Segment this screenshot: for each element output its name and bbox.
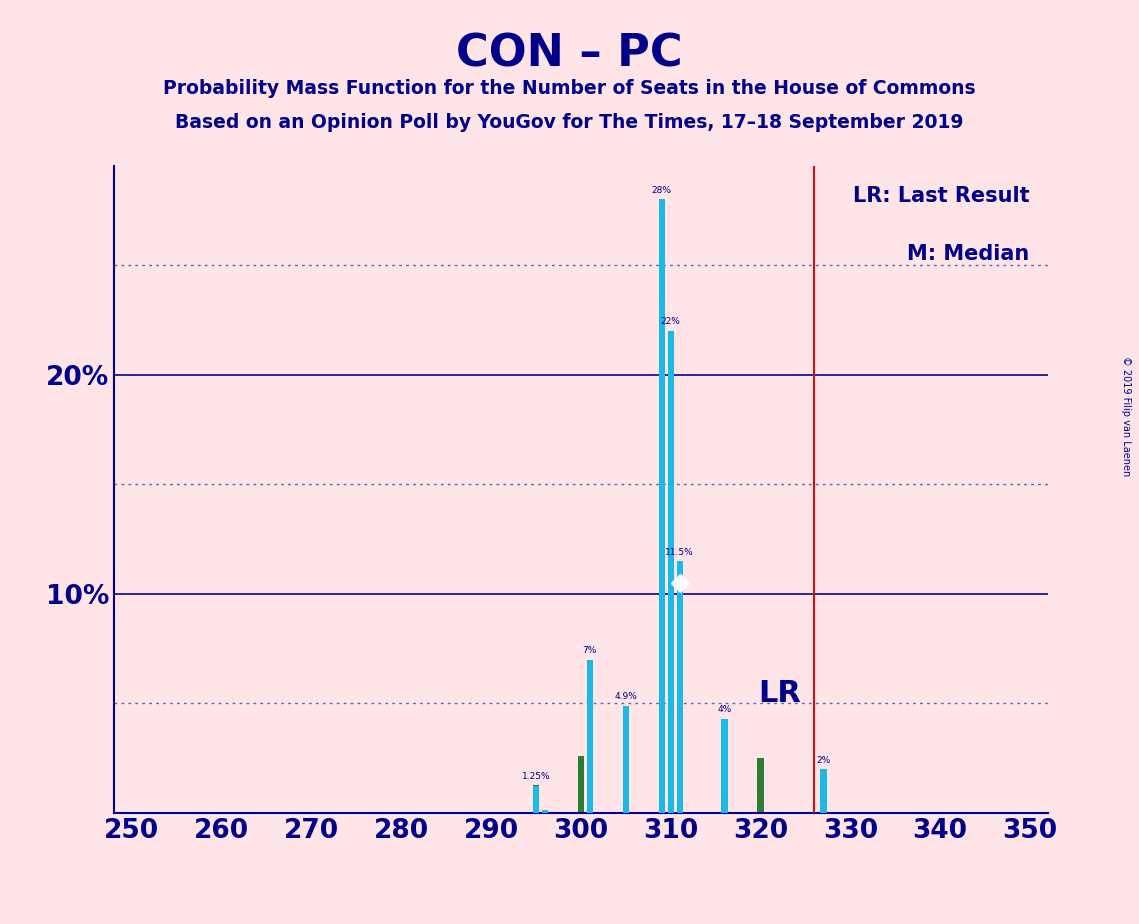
Text: LR: Last Result: LR: Last Result xyxy=(853,186,1030,206)
Bar xyxy=(721,719,728,813)
Text: 7%: 7% xyxy=(583,646,597,655)
Bar xyxy=(542,810,548,813)
Text: Probability Mass Function for the Number of Seats in the House of Commons: Probability Mass Function for the Number… xyxy=(163,79,976,98)
Bar xyxy=(577,756,584,813)
Text: 11.5%: 11.5% xyxy=(665,548,694,556)
Text: 2%: 2% xyxy=(817,756,830,765)
Text: 22%: 22% xyxy=(661,317,681,326)
Bar xyxy=(587,660,593,813)
Bar xyxy=(542,810,548,813)
Text: 4.9%: 4.9% xyxy=(614,692,637,701)
Bar xyxy=(757,759,763,813)
Bar xyxy=(623,706,629,813)
Text: © 2019 Filip van Laenen: © 2019 Filip van Laenen xyxy=(1121,356,1131,476)
Bar xyxy=(533,785,539,813)
Text: 1.25%: 1.25% xyxy=(522,772,550,782)
Bar xyxy=(658,200,665,813)
Text: CON – PC: CON – PC xyxy=(457,32,682,76)
Text: LR: LR xyxy=(759,679,801,708)
Text: Based on an Opinion Poll by YouGov for The Times, 17–18 September 2019: Based on an Opinion Poll by YouGov for T… xyxy=(175,113,964,132)
Bar xyxy=(677,561,682,813)
Text: M: Median: M: Median xyxy=(907,244,1030,264)
Text: 4%: 4% xyxy=(718,705,731,714)
Bar xyxy=(820,770,827,813)
Bar xyxy=(533,784,539,813)
Bar xyxy=(667,331,674,813)
Text: 28%: 28% xyxy=(652,186,672,195)
